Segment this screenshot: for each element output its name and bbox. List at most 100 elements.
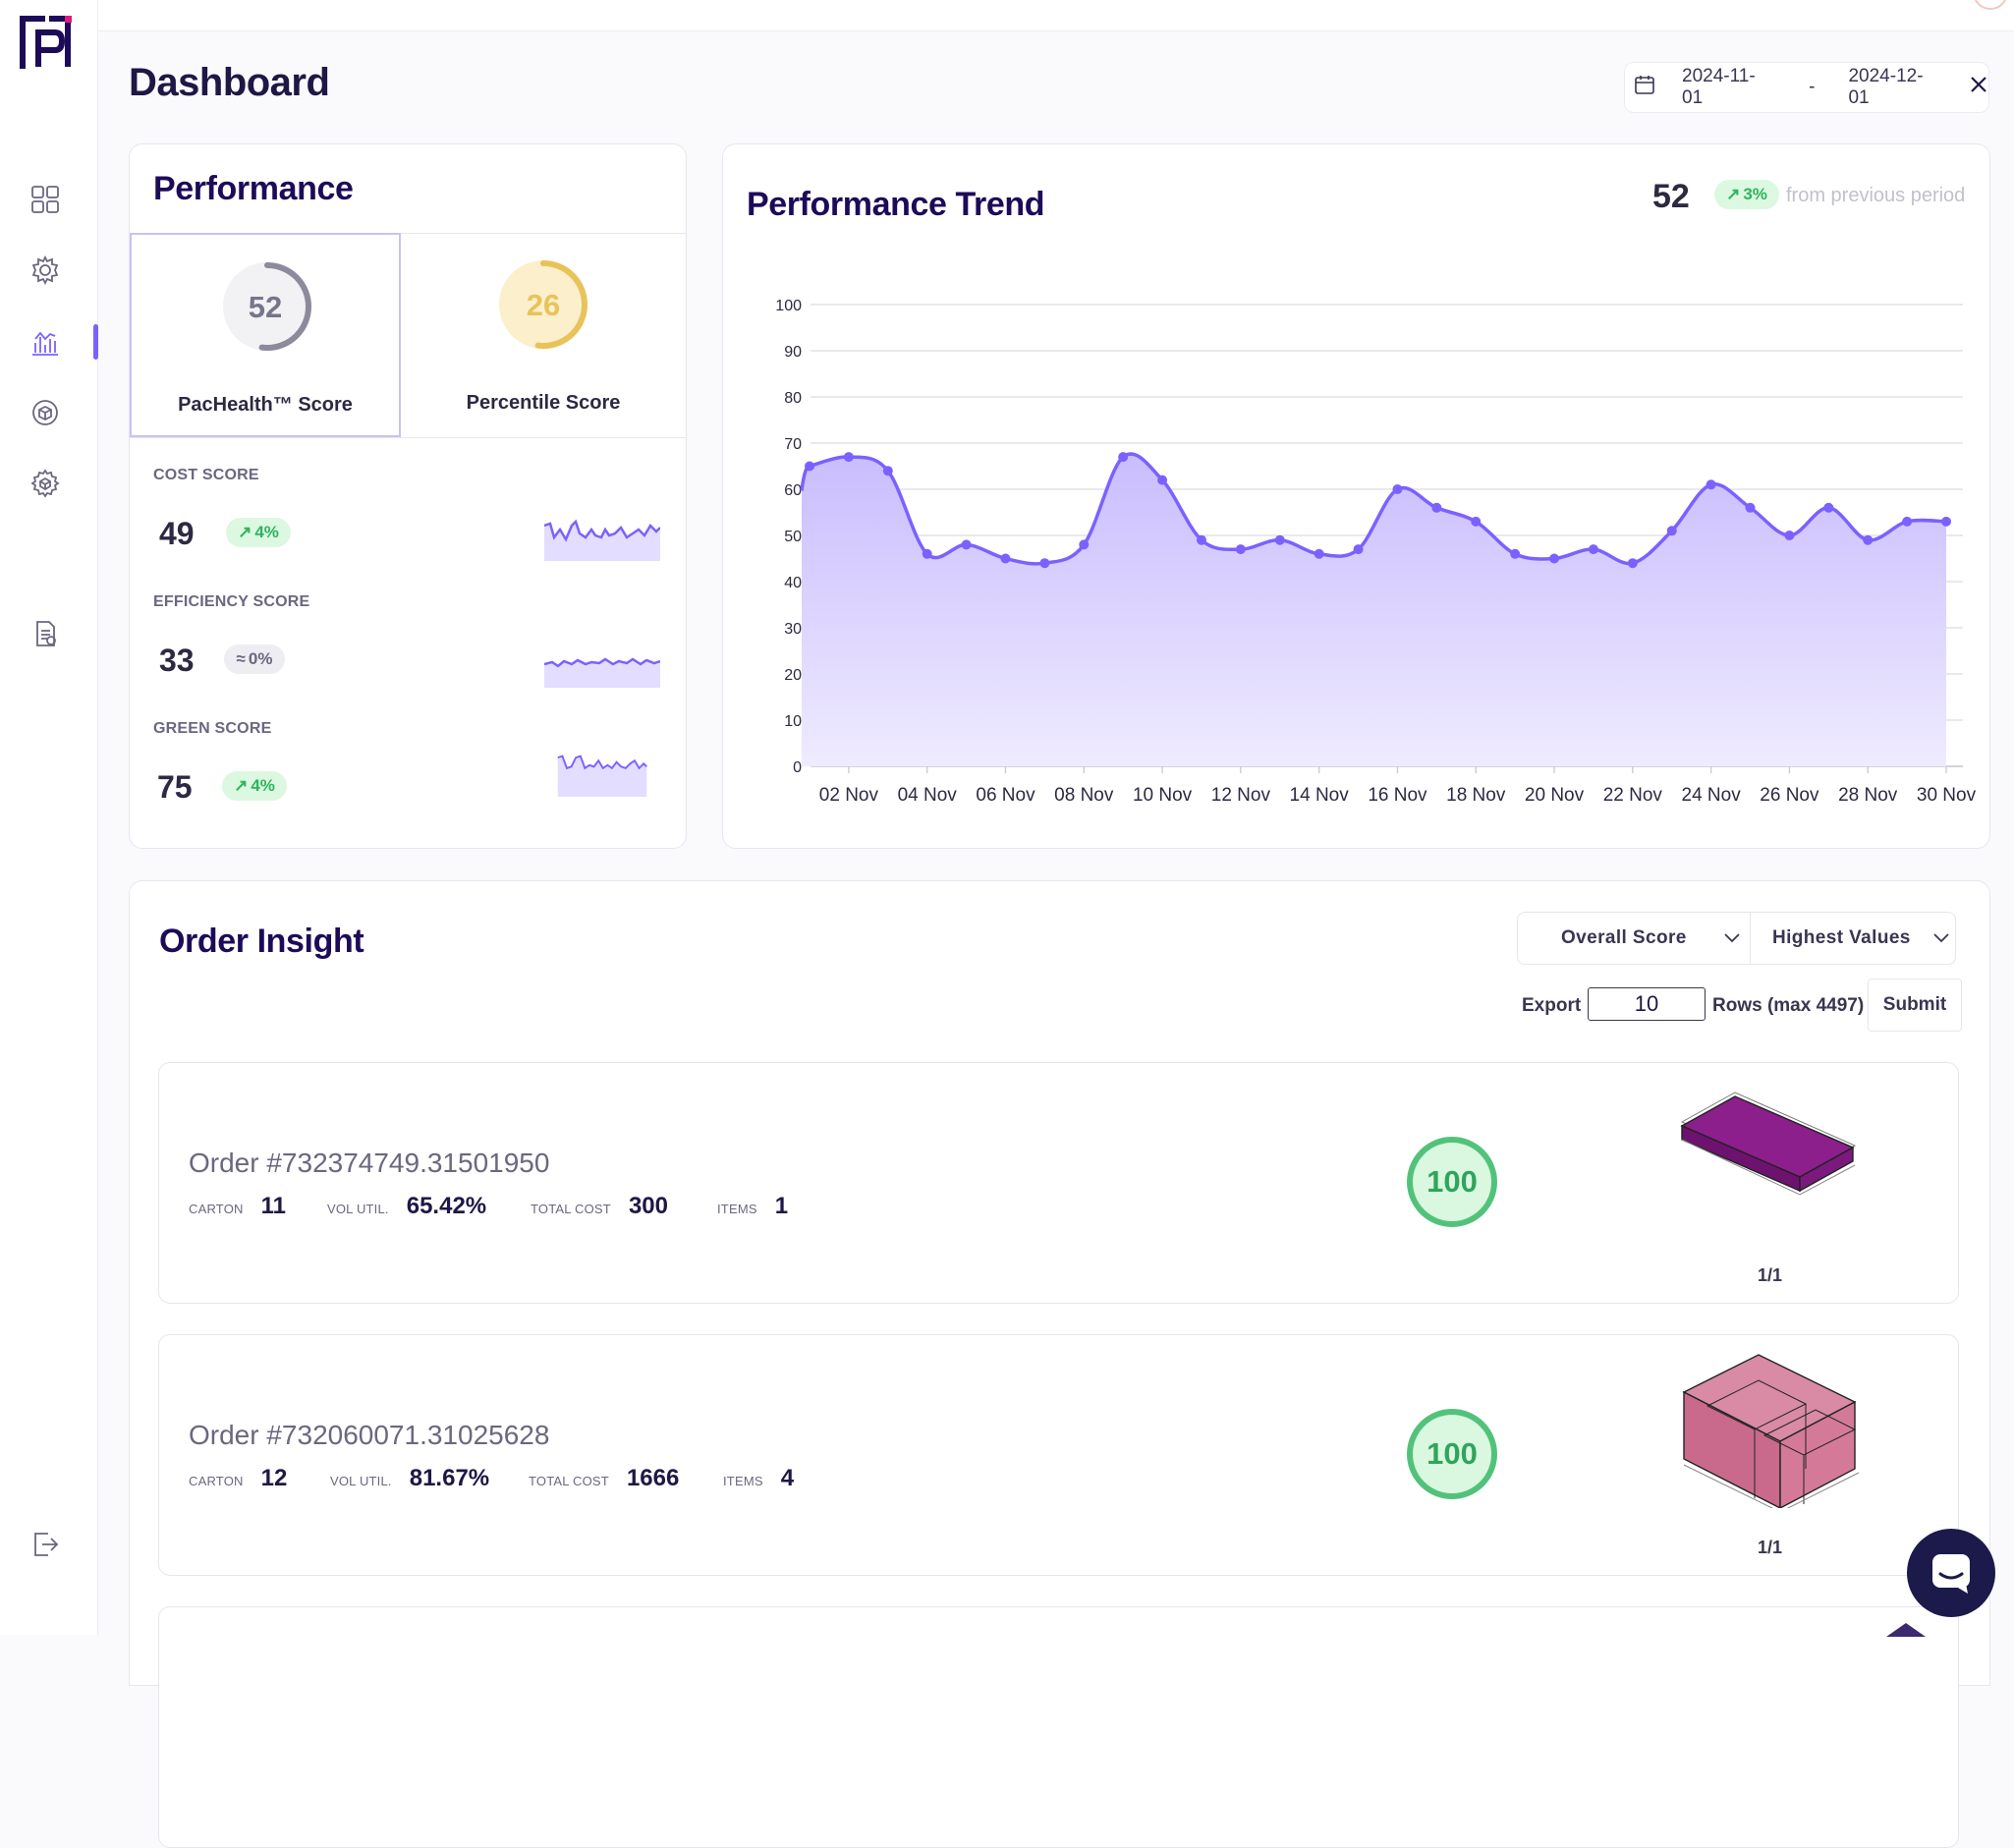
brand-logo[interactable]	[16, 12, 75, 73]
cost-score-sparkline	[544, 519, 660, 561]
performance-trend-card: Performance Trend 52 ↗ 3% from previous p…	[722, 143, 1990, 849]
cost-score-badge: ↗ 4%	[226, 518, 291, 547]
trend-point	[1863, 534, 1874, 545]
export-label: Export	[1522, 995, 1582, 1016]
order-meta-carton: CARTON 12	[189, 1465, 288, 1491]
trend-point	[805, 461, 814, 472]
trend-point	[1314, 548, 1324, 559]
green-score-value: 75	[157, 769, 193, 805]
pachealth-value: 52	[248, 290, 283, 324]
percentile-gauge	[499, 260, 587, 349]
trend-point	[1784, 531, 1795, 540]
top-bar	[98, 0, 2014, 31]
x-tick-label: 08 Nov	[1054, 785, 1114, 806]
order-meta-vol: VOL UTIL. 65.42%	[327, 1193, 487, 1219]
y-tick-label: 20	[784, 667, 802, 684]
date-range-picker[interactable]: 2024-11-01 - 2024-12-01	[1624, 62, 1989, 113]
x-tick-label: 28 Nov	[1838, 785, 1898, 806]
y-tick-label: 70	[784, 436, 802, 453]
chat-icon	[1932, 1554, 1970, 1594]
trend-point	[922, 548, 932, 559]
performance-title: Performance	[153, 170, 354, 207]
trend-point	[1079, 539, 1090, 550]
x-tick-label: 04 Nov	[898, 785, 958, 806]
close-icon[interactable]	[1969, 75, 1988, 100]
sidebar	[0, 0, 98, 1635]
carton-3d-preview[interactable]	[1678, 1351, 1861, 1508]
order-select[interactable]: Highest Values	[1750, 912, 1956, 965]
trend-point	[1902, 516, 1913, 527]
carton-pager[interactable]: 1/1	[1758, 1265, 1783, 1285]
trend-point	[1549, 553, 1560, 564]
submit-button[interactable]: Submit	[1868, 979, 1962, 1032]
trend-point	[1941, 516, 1951, 527]
y-tick-label: 10	[784, 713, 802, 730]
gear-icon[interactable]	[28, 252, 63, 288]
score-divider-top	[130, 233, 686, 234]
trend-point	[1274, 534, 1285, 545]
trend-point	[1510, 548, 1521, 559]
order-meta-carton: CARTON 11	[189, 1193, 286, 1219]
percentile-value: 26	[526, 288, 561, 322]
export-rows-input[interactable]	[1588, 987, 1706, 1021]
trend-point	[1588, 544, 1598, 555]
x-tick-label: 06 Nov	[976, 785, 1035, 806]
y-tick-label: 40	[784, 575, 802, 591]
order-meta-items: ITEMS 4	[723, 1465, 795, 1491]
package-icon[interactable]	[28, 395, 63, 430]
order-score: 100	[1407, 1409, 1497, 1499]
date-separator: -	[1809, 77, 1816, 97]
carton-pager[interactable]: 1/1	[1758, 1538, 1783, 1557]
order-card[interactable]	[158, 1606, 1959, 1848]
trend-point	[1039, 558, 1050, 569]
y-tick-label: 90	[784, 344, 802, 361]
order-meta-vol: VOL UTIL. 81.67%	[330, 1465, 490, 1491]
package-settings-icon[interactable]	[28, 466, 63, 501]
order-title: Order #732060071.31025628	[189, 1420, 550, 1450]
score-divider-bottom	[130, 437, 686, 438]
carton-3d-preview[interactable]	[1672, 1077, 1865, 1204]
trend-point	[882, 466, 893, 476]
trend-point	[1235, 544, 1246, 555]
document-icon[interactable]	[28, 616, 63, 651]
date-start[interactable]: 2024-11-01	[1682, 66, 1756, 108]
x-tick-label: 22 Nov	[1603, 785, 1663, 806]
carton-3d-preview[interactable]	[1886, 1623, 1926, 1637]
active-nav-indicator	[93, 324, 98, 360]
y-tick-label: 50	[784, 529, 802, 545]
chevron-down-icon	[1722, 928, 1742, 954]
pachealth-score-tile[interactable]: 52 PacHealth™ Score	[130, 233, 401, 437]
order-title: Order #732374749.31501950	[189, 1148, 550, 1178]
trend-point	[1196, 534, 1206, 545]
y-tick-label: 0	[793, 759, 802, 776]
chart-icon[interactable]	[28, 324, 63, 360]
avatar[interactable]	[1973, 0, 2008, 10]
trend-point	[1745, 502, 1756, 513]
trend-note: from previous period	[1786, 185, 1966, 206]
percentile-label: Percentile Score	[466, 392, 621, 414]
y-tick-label: 60	[784, 482, 802, 499]
order-meta-cost: TOTAL COST 300	[531, 1193, 668, 1219]
x-tick-label: 26 Nov	[1760, 785, 1819, 806]
logout-icon[interactable]	[28, 1527, 63, 1562]
order-meta-cost: TOTAL COST 1666	[529, 1465, 680, 1491]
y-tick-label: 100	[775, 298, 802, 314]
percentile-score-tile[interactable]: 26 Percentile Score	[401, 233, 686, 437]
pachealth-label: PacHealth™ Score	[178, 394, 353, 416]
metric-select[interactable]: Overall Score	[1517, 912, 1751, 965]
green-score-label: GREEN SCORE	[153, 720, 272, 737]
x-tick-label: 02 Nov	[819, 785, 879, 806]
trend-area	[802, 453, 1946, 766]
trend-point	[1431, 502, 1442, 513]
trend-title: Performance Trend	[747, 186, 1045, 223]
efficiency-score-badge: ≈0%	[224, 644, 285, 674]
y-tick-label: 80	[784, 390, 802, 407]
rows-note: Rows (max 4497)	[1712, 995, 1865, 1016]
order-card[interactable]: Order #732060071.31025628 CARTON 12 VOL U…	[158, 1334, 1959, 1576]
calendar-icon	[1633, 73, 1656, 102]
date-end[interactable]: 2024-12-01	[1848, 66, 1924, 108]
chat-button[interactable]	[1907, 1529, 1995, 1617]
trend-point	[1392, 484, 1403, 494]
grid-icon[interactable]	[28, 182, 63, 217]
order-card[interactable]: Order #732374749.31501950 CARTON 11 VOL U…	[158, 1062, 1959, 1304]
